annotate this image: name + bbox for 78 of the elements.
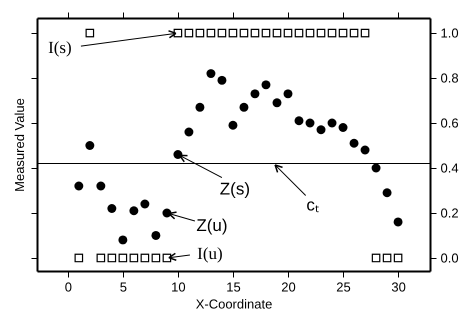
point (206, 28, 216, 38)
point (272, 98, 282, 108)
point (294, 116, 304, 126)
point (118, 254, 128, 262)
point (338, 123, 348, 132)
y-tick-label: 0.8 (440, 70, 459, 86)
annotation: Z(s) (220, 180, 250, 199)
y-tick-label: 0.6 (440, 116, 459, 131)
annotation: cₜ (306, 196, 319, 215)
x-axis-title: X-Coordinate (196, 296, 272, 312)
y-tick-label: 0.0 (440, 250, 459, 266)
point (306, 118, 314, 128)
point (108, 254, 116, 262)
x-tick-label: 0 (64, 280, 72, 294)
point (328, 118, 336, 128)
y-tick-label: 1.0 (440, 26, 459, 41)
point (228, 28, 238, 38)
x-tick-label: 5 (120, 280, 127, 294)
point (152, 254, 160, 262)
point (129, 206, 138, 216)
point (96, 254, 106, 262)
point (350, 138, 359, 148)
point (74, 182, 84, 190)
x-tick-label: 25 (336, 280, 351, 294)
point (107, 204, 116, 213)
annotation: I(s) (48, 38, 72, 58)
point (174, 28, 182, 38)
point (96, 182, 106, 190)
point (294, 28, 304, 38)
point (239, 102, 248, 112)
point (195, 102, 204, 112)
point (130, 254, 138, 262)
point (184, 28, 194, 38)
point (162, 254, 172, 262)
y-axis-title: Measured Value (12, 98, 27, 192)
point (240, 28, 248, 38)
point (360, 146, 370, 154)
point (86, 28, 94, 38)
point (360, 28, 370, 38)
point (140, 254, 150, 262)
annotation: I(u) (197, 244, 223, 263)
point (140, 200, 150, 208)
point (316, 28, 326, 38)
point (284, 89, 292, 98)
point (272, 28, 282, 38)
point (306, 28, 314, 38)
point (250, 89, 260, 98)
point (262, 80, 270, 90)
point (394, 218, 403, 226)
point (74, 254, 84, 262)
point (217, 76, 226, 85)
point (85, 141, 94, 150)
point (151, 231, 160, 240)
point (118, 236, 128, 244)
point (350, 28, 358, 38)
y-tick-label: 0.4 (440, 160, 459, 176)
point (394, 254, 402, 262)
x-tick-label: 10 (171, 280, 186, 294)
point (218, 28, 226, 38)
point (372, 254, 380, 262)
point (250, 28, 260, 38)
point (262, 28, 270, 38)
point (382, 254, 392, 262)
x-tick-label: 20 (281, 280, 296, 294)
point (328, 28, 336, 38)
point (316, 125, 326, 134)
point (228, 120, 238, 130)
point (338, 28, 348, 38)
y-tick-label: 0.2 (440, 205, 459, 220)
annotation: Z(u) (196, 216, 228, 235)
point (284, 28, 292, 38)
point (372, 164, 381, 172)
x-tick-label: 30 (391, 280, 406, 294)
point (184, 128, 194, 136)
point (206, 69, 216, 78)
x-tick-label: 15 (226, 280, 241, 294)
point (196, 28, 204, 38)
point (382, 188, 392, 198)
